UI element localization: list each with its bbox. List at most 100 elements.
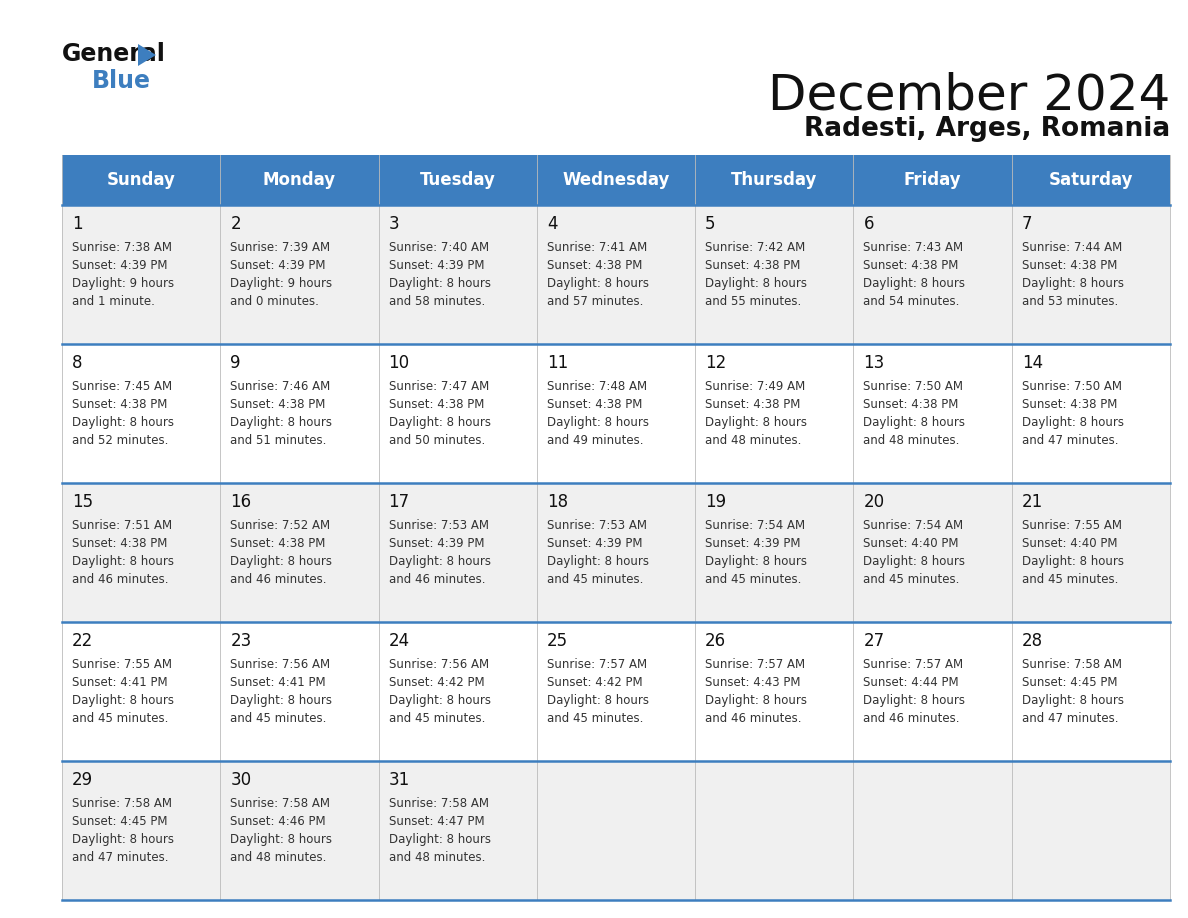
Text: and 0 minutes.: and 0 minutes. <box>230 295 320 308</box>
Text: Daylight: 8 hours: Daylight: 8 hours <box>72 694 173 707</box>
Text: Sunset: 4:40 PM: Sunset: 4:40 PM <box>1022 537 1117 550</box>
Text: and 1 minute.: and 1 minute. <box>72 295 154 308</box>
Text: December 2024: December 2024 <box>767 72 1170 120</box>
Text: Sunset: 4:42 PM: Sunset: 4:42 PM <box>388 676 485 689</box>
Text: Sunday: Sunday <box>107 171 176 189</box>
Text: Sunrise: 7:54 AM: Sunrise: 7:54 AM <box>706 519 805 532</box>
Text: Sunrise: 7:56 AM: Sunrise: 7:56 AM <box>388 658 488 671</box>
Text: Daylight: 8 hours: Daylight: 8 hours <box>1022 694 1124 707</box>
Text: Sunrise: 7:58 AM: Sunrise: 7:58 AM <box>72 797 172 810</box>
Bar <box>62 344 1170 483</box>
Text: Thursday: Thursday <box>731 171 817 189</box>
Text: 31: 31 <box>388 771 410 789</box>
Text: Daylight: 8 hours: Daylight: 8 hours <box>546 694 649 707</box>
Text: and 48 minutes.: and 48 minutes. <box>388 851 485 864</box>
Text: Daylight: 8 hours: Daylight: 8 hours <box>706 555 807 568</box>
Text: Sunrise: 7:56 AM: Sunrise: 7:56 AM <box>230 658 330 671</box>
Text: 20: 20 <box>864 493 885 511</box>
Text: Sunrise: 7:57 AM: Sunrise: 7:57 AM <box>864 658 963 671</box>
Bar <box>62 155 1170 205</box>
Text: and 46 minutes.: and 46 minutes. <box>72 573 169 586</box>
Text: and 48 minutes.: and 48 minutes. <box>230 851 327 864</box>
Text: and 45 minutes.: and 45 minutes. <box>230 712 327 725</box>
Text: and 45 minutes.: and 45 minutes. <box>546 712 643 725</box>
Text: Sunset: 4:39 PM: Sunset: 4:39 PM <box>706 537 801 550</box>
Text: and 57 minutes.: and 57 minutes. <box>546 295 643 308</box>
Text: Sunset: 4:39 PM: Sunset: 4:39 PM <box>388 537 484 550</box>
Text: 12: 12 <box>706 354 726 372</box>
Text: 23: 23 <box>230 632 252 650</box>
Text: Sunrise: 7:39 AM: Sunrise: 7:39 AM <box>230 241 330 254</box>
Text: Blue: Blue <box>91 69 151 93</box>
Text: Daylight: 8 hours: Daylight: 8 hours <box>230 416 333 429</box>
Text: Sunrise: 7:45 AM: Sunrise: 7:45 AM <box>72 380 172 393</box>
Text: 11: 11 <box>546 354 568 372</box>
Text: Daylight: 8 hours: Daylight: 8 hours <box>546 555 649 568</box>
Text: 25: 25 <box>546 632 568 650</box>
Text: and 51 minutes.: and 51 minutes. <box>230 434 327 447</box>
Text: Sunset: 4:46 PM: Sunset: 4:46 PM <box>230 815 326 828</box>
Text: Sunrise: 7:58 AM: Sunrise: 7:58 AM <box>230 797 330 810</box>
Text: Sunset: 4:38 PM: Sunset: 4:38 PM <box>1022 259 1117 272</box>
Text: Sunrise: 7:57 AM: Sunrise: 7:57 AM <box>546 658 647 671</box>
Text: Sunrise: 7:53 AM: Sunrise: 7:53 AM <box>388 519 488 532</box>
Text: Sunset: 4:41 PM: Sunset: 4:41 PM <box>230 676 326 689</box>
Text: Sunrise: 7:55 AM: Sunrise: 7:55 AM <box>72 658 172 671</box>
Bar <box>62 205 1170 344</box>
Text: 13: 13 <box>864 354 885 372</box>
Text: Daylight: 8 hours: Daylight: 8 hours <box>864 694 966 707</box>
Text: Sunrise: 7:49 AM: Sunrise: 7:49 AM <box>706 380 805 393</box>
Text: 5: 5 <box>706 215 715 233</box>
Text: and 58 minutes.: and 58 minutes. <box>388 295 485 308</box>
Bar <box>62 483 1170 622</box>
Text: Sunrise: 7:43 AM: Sunrise: 7:43 AM <box>864 241 963 254</box>
Text: Sunset: 4:38 PM: Sunset: 4:38 PM <box>230 537 326 550</box>
Text: Sunrise: 7:53 AM: Sunrise: 7:53 AM <box>546 519 646 532</box>
Text: and 45 minutes.: and 45 minutes. <box>546 573 643 586</box>
Text: Sunrise: 7:50 AM: Sunrise: 7:50 AM <box>1022 380 1121 393</box>
Text: Sunrise: 7:51 AM: Sunrise: 7:51 AM <box>72 519 172 532</box>
Text: 30: 30 <box>230 771 252 789</box>
Text: Daylight: 8 hours: Daylight: 8 hours <box>72 555 173 568</box>
Text: 8: 8 <box>72 354 82 372</box>
Text: Sunrise: 7:44 AM: Sunrise: 7:44 AM <box>1022 241 1121 254</box>
Bar <box>62 761 1170 900</box>
Text: Sunrise: 7:58 AM: Sunrise: 7:58 AM <box>1022 658 1121 671</box>
Text: 22: 22 <box>72 632 93 650</box>
Text: 14: 14 <box>1022 354 1043 372</box>
Text: 27: 27 <box>864 632 885 650</box>
Text: Sunset: 4:38 PM: Sunset: 4:38 PM <box>72 398 168 411</box>
Text: and 47 minutes.: and 47 minutes. <box>72 851 169 864</box>
Text: Daylight: 8 hours: Daylight: 8 hours <box>546 277 649 290</box>
Text: Sunset: 4:38 PM: Sunset: 4:38 PM <box>1022 398 1117 411</box>
Text: and 48 minutes.: and 48 minutes. <box>864 434 960 447</box>
Text: and 48 minutes.: and 48 minutes. <box>706 434 802 447</box>
Text: and 45 minutes.: and 45 minutes. <box>72 712 169 725</box>
Text: Sunset: 4:38 PM: Sunset: 4:38 PM <box>864 398 959 411</box>
Text: Sunrise: 7:46 AM: Sunrise: 7:46 AM <box>230 380 330 393</box>
Text: Daylight: 8 hours: Daylight: 8 hours <box>864 555 966 568</box>
Text: Daylight: 8 hours: Daylight: 8 hours <box>864 416 966 429</box>
Text: Sunrise: 7:47 AM: Sunrise: 7:47 AM <box>388 380 488 393</box>
Text: and 45 minutes.: and 45 minutes. <box>706 573 802 586</box>
Text: Daylight: 8 hours: Daylight: 8 hours <box>230 555 333 568</box>
Text: and 46 minutes.: and 46 minutes. <box>230 573 327 586</box>
Polygon shape <box>138 44 156 66</box>
Text: Daylight: 8 hours: Daylight: 8 hours <box>706 277 807 290</box>
Text: Sunset: 4:38 PM: Sunset: 4:38 PM <box>230 398 326 411</box>
Text: Sunset: 4:41 PM: Sunset: 4:41 PM <box>72 676 168 689</box>
Text: and 54 minutes.: and 54 minutes. <box>864 295 960 308</box>
Text: Sunset: 4:44 PM: Sunset: 4:44 PM <box>864 676 959 689</box>
Text: and 47 minutes.: and 47 minutes. <box>1022 712 1118 725</box>
Text: Daylight: 8 hours: Daylight: 8 hours <box>388 555 491 568</box>
Text: 28: 28 <box>1022 632 1043 650</box>
Text: Daylight: 8 hours: Daylight: 8 hours <box>72 833 173 846</box>
Text: Daylight: 8 hours: Daylight: 8 hours <box>72 416 173 429</box>
Text: and 46 minutes.: and 46 minutes. <box>864 712 960 725</box>
Text: 7: 7 <box>1022 215 1032 233</box>
Text: Monday: Monday <box>263 171 336 189</box>
Bar <box>62 622 1170 761</box>
Text: 16: 16 <box>230 493 252 511</box>
Text: Daylight: 9 hours: Daylight: 9 hours <box>72 277 175 290</box>
Text: and 46 minutes.: and 46 minutes. <box>388 573 485 586</box>
